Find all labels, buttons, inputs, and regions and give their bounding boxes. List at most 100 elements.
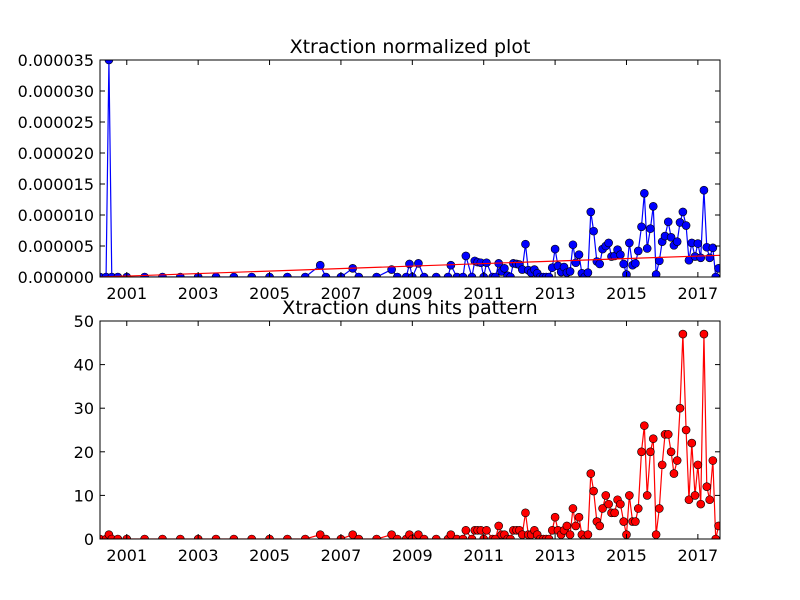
data-point: [589, 486, 598, 496]
data-point: [550, 512, 560, 522]
series-1-line: [100, 254, 720, 277]
data-point: [158, 534, 167, 539]
x-tick-label: 2013: [535, 546, 576, 565]
data-point: [482, 258, 491, 268]
data-point: [693, 239, 703, 248]
data-point: [642, 244, 652, 253]
data-point: [431, 534, 441, 539]
data-point: [354, 272, 364, 277]
x-tick-label: 2007: [321, 284, 362, 303]
y-tick-label: 0.000010: [18, 206, 94, 225]
data-point: [610, 508, 620, 518]
data-point: [419, 272, 429, 277]
x-tick-label: 2009: [392, 546, 433, 565]
data-point: [247, 534, 256, 539]
data-point: [321, 534, 331, 539]
data-point: [586, 469, 596, 478]
data-point: [619, 259, 628, 269]
data-point: [696, 499, 706, 509]
data-point: [633, 504, 643, 513]
data-point: [393, 534, 402, 539]
data-point: [544, 534, 554, 539]
data-point: [681, 425, 691, 435]
data-point: [711, 534, 720, 539]
data-point: [372, 272, 381, 277]
y-tick-label: 10: [74, 486, 94, 505]
data-point: [315, 260, 325, 270]
data-point: [586, 207, 596, 217]
data-point: [419, 534, 429, 539]
data-point: [637, 222, 646, 232]
data-point: [708, 243, 718, 253]
data-point: [646, 224, 655, 233]
data-point: [631, 259, 640, 268]
data-point: [702, 482, 712, 491]
y-tick-label: 0: [84, 530, 94, 549]
data-point: [708, 456, 718, 465]
data-point: [458, 272, 468, 277]
data-point: [229, 534, 239, 539]
plot-area: [100, 60, 720, 277]
x-tick-label: 2017: [678, 284, 719, 303]
data-point: [500, 264, 509, 273]
y-tick-label: 0.000030: [18, 82, 94, 101]
data-point: [705, 495, 714, 505]
axes-frame: [99, 320, 721, 540]
data-point: [568, 240, 578, 250]
data-point: [506, 272, 515, 277]
y-tick-label: 20: [74, 443, 94, 462]
y-tick-label: 0.000015: [18, 175, 94, 194]
data-point: [482, 525, 491, 535]
data-point: [616, 250, 625, 259]
y-tick-label: 0.000020: [18, 144, 94, 163]
data-point: [699, 185, 709, 195]
data-point: [663, 217, 673, 227]
x-tick-label: 2005: [249, 284, 290, 303]
data-point: [583, 530, 593, 539]
data-point: [431, 272, 441, 277]
data-point: [467, 272, 477, 277]
x-tick-label: 2017: [678, 546, 719, 565]
data-point: [354, 534, 364, 539]
series-0-line: [100, 60, 720, 277]
data-point: [595, 259, 605, 269]
data-point: [550, 244, 560, 254]
data-point: [387, 265, 396, 274]
data-point: [651, 270, 661, 277]
data-point: [283, 272, 292, 277]
data-point: [646, 447, 655, 457]
data-point: [637, 447, 646, 457]
data-point: [598, 504, 607, 513]
data-point: [669, 469, 679, 478]
x-tick-label: 2003: [178, 546, 219, 565]
data-point: [583, 268, 593, 277]
data-point: [113, 534, 123, 539]
chart-normalized-plot: 2001 2003 2005 2007 2009 2011 2013 2015 2017 0.00…: [18, 36, 721, 303]
data-point: [321, 272, 331, 277]
data-point: [211, 534, 221, 539]
x-tick-label: 2007: [321, 546, 362, 565]
data-point: [461, 525, 471, 535]
plot-series-group: [100, 329, 720, 539]
data-point: [443, 272, 453, 277]
data-point: [648, 202, 658, 211]
data-point: [568, 504, 578, 513]
data-point: [461, 251, 471, 261]
data-point: [678, 329, 688, 339]
data-point: [372, 534, 381, 539]
data-point: [687, 438, 697, 448]
data-point: [699, 329, 709, 339]
axes-frame: [99, 59, 721, 278]
data-point: [601, 491, 611, 500]
data-point: [176, 534, 185, 539]
data-point: [678, 207, 688, 217]
data-point: [640, 421, 649, 430]
data-point: [625, 238, 634, 248]
data-point: [562, 521, 572, 531]
x-tick-label: 2015: [606, 284, 647, 303]
data-point: [589, 226, 598, 236]
chart-title: Xtraction duns hits pattern: [282, 297, 537, 319]
x-tick-label: 2005: [249, 546, 290, 565]
data-point: [393, 272, 402, 277]
